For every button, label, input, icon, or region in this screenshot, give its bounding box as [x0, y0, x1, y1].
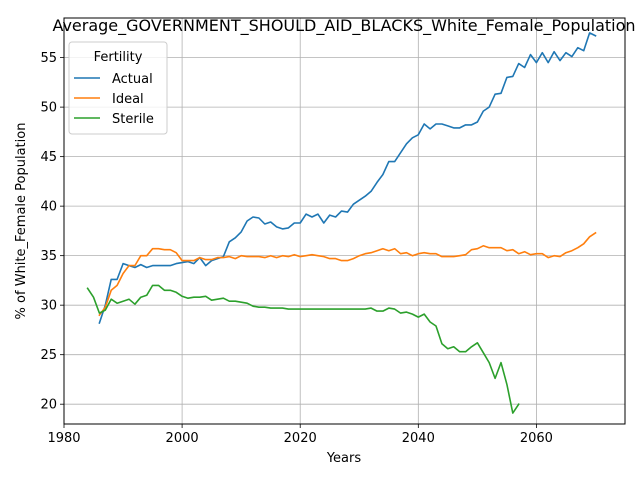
y-tick-label: 20 — [40, 398, 57, 413]
y-axis-label: % of White_Female Population — [14, 123, 29, 320]
y-tick-label: 45 — [40, 150, 57, 165]
chart-title: Average_GOVERNMENT_SHOULD_AID_BLACKS_Whi… — [52, 16, 635, 36]
legend-label-actual: Actual — [112, 72, 153, 87]
y-tick-label: 55 — [40, 51, 57, 66]
x-axis-label: Years — [326, 451, 362, 466]
x-tick-label: 2000 — [166, 431, 199, 446]
plot-frame — [63, 17, 626, 425]
x-tick-label: 2060 — [520, 431, 553, 446]
legend: Fertility Actual Ideal Sterile — [68, 41, 168, 135]
x-tick-label: 2040 — [402, 431, 435, 446]
x-tick-label: 2020 — [284, 431, 317, 446]
series-layer — [86, 32, 597, 414]
legend-box — [68, 41, 168, 135]
series-line-actual — [98, 32, 597, 325]
y-tick-label: 40 — [40, 200, 57, 215]
y-tick-label: 30 — [40, 299, 57, 314]
x-tick-label: 1980 — [47, 431, 80, 446]
series-line-ideal — [98, 231, 597, 317]
series-line-sterile — [86, 284, 520, 414]
legend-label-ideal: Ideal — [112, 92, 144, 107]
legend-label-sterile: Sterile — [112, 112, 154, 127]
y-tick-label: 25 — [40, 348, 57, 363]
grid-lines — [63, 18, 625, 424]
y-axis-ticks: 20 25 30 35 40 45 50 55 — [40, 51, 64, 413]
legend-title: Fertility — [94, 50, 143, 65]
x-axis-ticks: 1980 2000 2020 2040 2060 — [47, 424, 553, 446]
y-tick-label: 50 — [40, 101, 57, 116]
y-tick-label: 35 — [40, 249, 57, 264]
